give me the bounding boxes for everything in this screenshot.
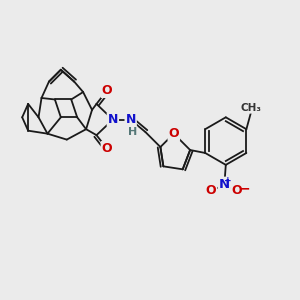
- Text: −: −: [238, 182, 250, 196]
- Text: +: +: [224, 176, 232, 185]
- Text: O: O: [102, 84, 112, 97]
- Text: N: N: [125, 113, 136, 126]
- Text: O: O: [169, 127, 179, 140]
- Text: CH₃: CH₃: [240, 103, 261, 113]
- Text: N: N: [219, 178, 230, 191]
- Text: H: H: [128, 127, 137, 137]
- Text: N: N: [108, 113, 118, 126]
- Text: O: O: [206, 184, 216, 196]
- Text: O: O: [102, 142, 112, 155]
- Text: O: O: [232, 184, 242, 196]
